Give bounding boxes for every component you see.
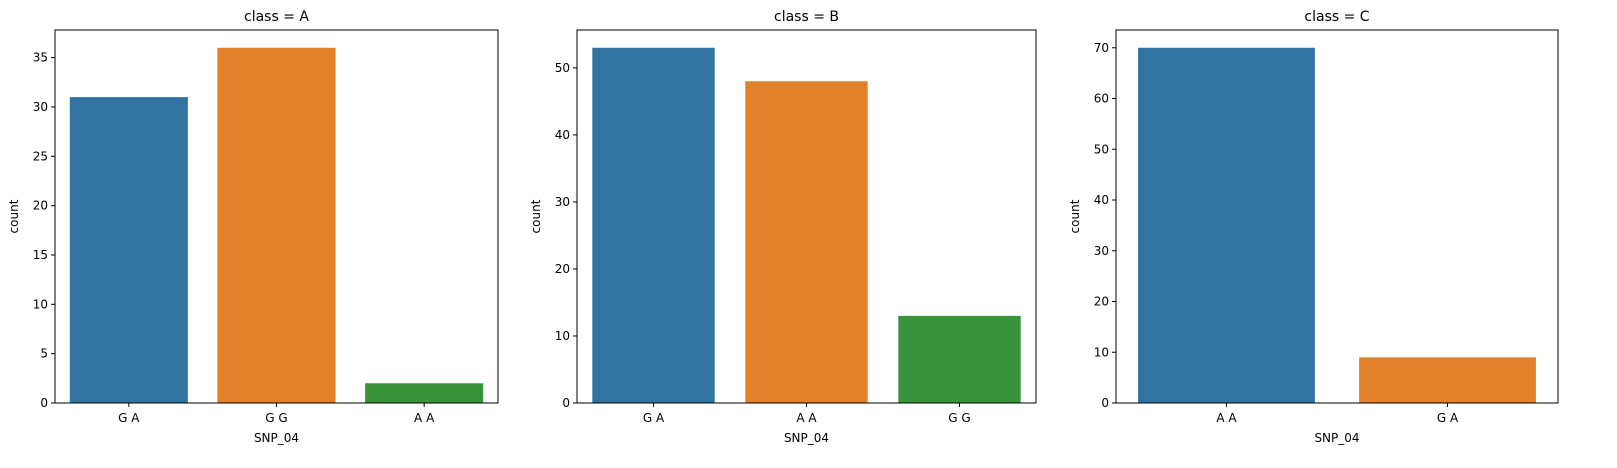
x-tick-label: G A (643, 411, 665, 425)
x-tick-label: G G (265, 411, 287, 425)
y-tick-label: 70 (1094, 41, 1109, 55)
y-tick-label: 0 (562, 396, 570, 410)
y-axis-label: count (7, 199, 21, 233)
y-tick-label: 15 (33, 248, 48, 262)
y-tick-label: 10 (1094, 345, 1109, 359)
chart-panel-3: 0 10 20 30 40 50 60 70 A A G A class = C SNP_04 coun… (1068, 9, 1559, 445)
y-tick-label: 25 (33, 149, 48, 163)
bar-g-a (69, 97, 188, 403)
y-tick-label: 20 (33, 199, 48, 213)
y-tick-label: 30 (555, 195, 570, 209)
x-tick-label: A A (414, 411, 435, 425)
y-tick-label: 50 (555, 61, 570, 75)
bar-a-a (365, 383, 484, 403)
plot-frame (1115, 29, 1559, 404)
y-tick-label: 5 (40, 347, 48, 361)
y-tick-label: 35 (33, 51, 48, 65)
bar-a-a (745, 81, 868, 404)
x-axis-label: SNP_04 (784, 431, 829, 445)
chart-title: class = B (774, 9, 839, 25)
x-axis-label: SNP_04 (1314, 431, 1359, 445)
bar-g-a (592, 47, 715, 403)
chart-panel-1: 0 5 10 15 20 25 30 35 G A G G A A class = A SNP_04 co… (7, 9, 499, 445)
x-tick-label: A A (1216, 411, 1237, 425)
bar-a-a (1138, 47, 1315, 403)
chart-panel-2: 0 10 20 30 40 50 G A A A G G class = B SNP_04 count (529, 9, 1037, 445)
y-tick-label: 20 (555, 262, 570, 276)
x-tick-label: G A (1437, 411, 1459, 425)
bar-g-g (217, 47, 336, 403)
x-axis-label: SNP_04 (254, 431, 299, 445)
y-axis-label: count (1068, 199, 1082, 233)
y-axis-label: count (529, 199, 543, 233)
y-tick-label: 30 (1094, 244, 1109, 258)
x-tick-label: A A (796, 411, 817, 425)
y-tick-label: 0 (1101, 396, 1109, 410)
y-tick-label: 60 (1094, 92, 1109, 106)
y-tick-label: 40 (1094, 193, 1109, 207)
x-tick-label: G G (948, 411, 970, 425)
y-tick-label: 40 (555, 128, 570, 142)
chart-title: class = C (1304, 9, 1369, 25)
bar-g-a (1359, 357, 1536, 403)
y-tick-label: 30 (33, 100, 48, 114)
chart-title: class = A (244, 9, 309, 25)
x-tick-label: G A (118, 411, 140, 425)
bar-g-g (898, 315, 1021, 403)
y-tick-label: 20 (1094, 295, 1109, 309)
y-tick-label: 0 (40, 396, 48, 410)
y-tick-label: 10 (555, 329, 570, 343)
y-tick-label: 50 (1094, 142, 1109, 156)
y-tick-label: 10 (33, 297, 48, 311)
